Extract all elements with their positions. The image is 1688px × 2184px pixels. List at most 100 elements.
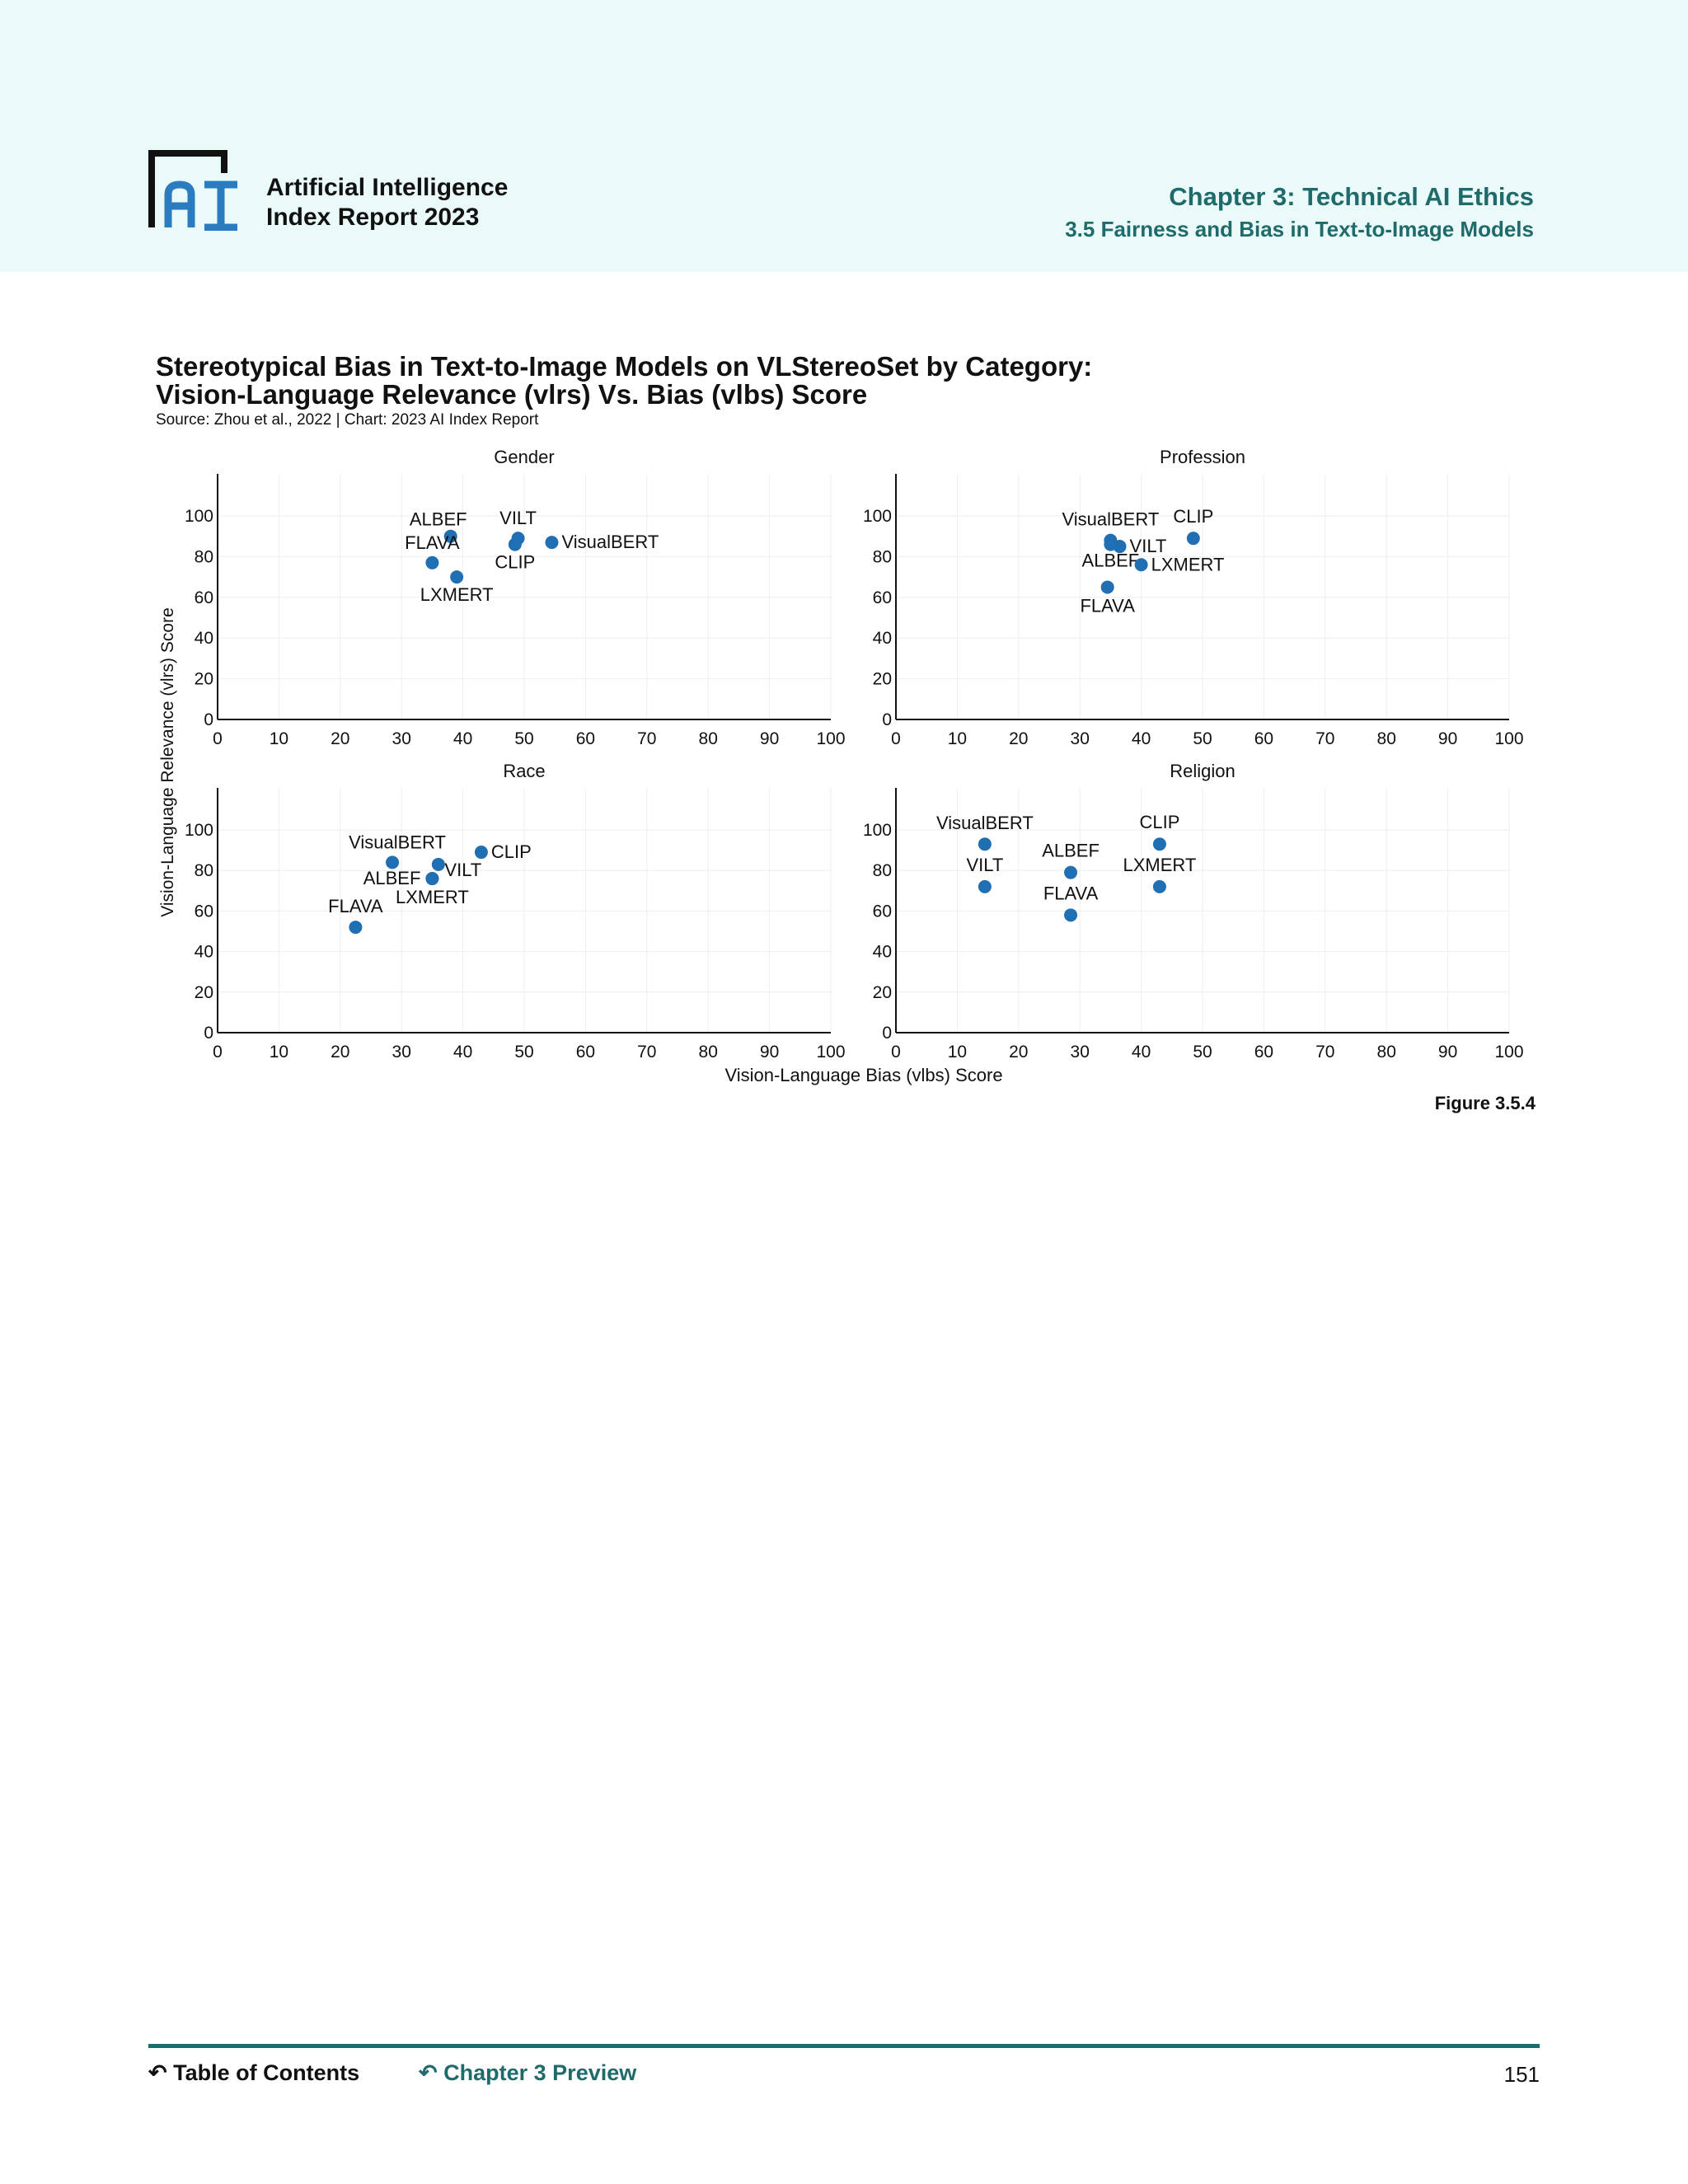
data-point [425, 872, 439, 886]
x-tick-label: 20 [331, 729, 349, 748]
x-tick-label: 90 [760, 729, 779, 748]
x-tick-label: 90 [1438, 1043, 1457, 1062]
y-tick-label: 60 [873, 902, 892, 921]
x-tick-label: 40 [453, 1043, 472, 1062]
chart-title-line1: Stereotypical Bias in Text-to-Image Mode… [156, 351, 1093, 382]
x-axis-title: Vision-Language Bias (vlbs) Score [724, 1065, 1002, 1085]
point-label: VILT [444, 860, 481, 880]
chapter-preview-link[interactable]: ↶ Chapter 3 Preview [419, 2060, 636, 2086]
data-point [1104, 537, 1118, 551]
x-tick-label: 0 [213, 729, 223, 748]
point-label: ALBEF [1082, 551, 1140, 571]
x-tick-label: 10 [948, 729, 967, 748]
chart-source: Source: Zhou et al., 2022 | Chart: 2023 … [156, 411, 539, 429]
x-tick-label: 60 [1254, 1043, 1273, 1062]
report-title-line2: Index Report 2023 [266, 204, 480, 231]
x-tick-label: 20 [1009, 729, 1028, 748]
x-tick-label: 10 [948, 1043, 967, 1062]
point-label: VisualBERT [349, 832, 446, 852]
point-label: LXMERT [396, 887, 469, 907]
data-point [450, 570, 464, 584]
point-label: VILT [1130, 536, 1167, 556]
x-tick-label: 100 [1494, 1043, 1523, 1062]
point-label: LXMERT [1123, 855, 1196, 875]
x-tick-label: 30 [1071, 1043, 1090, 1062]
x-tick-label: 0 [891, 729, 901, 748]
data-point [1152, 837, 1166, 851]
toc-label: Table of Contents [173, 2060, 360, 2085]
return-arrow-icon: ↶ [148, 2060, 167, 2085]
x-tick-label: 80 [1377, 1043, 1396, 1062]
return-arrow-icon: ↶ [419, 2060, 438, 2085]
y-tick-label: 40 [195, 629, 213, 648]
y-tick-label: 40 [873, 629, 892, 648]
section-title: 3.5 Fairness and Bias in Text-to-Image M… [1065, 217, 1534, 241]
x-tick-label: 0 [213, 1043, 223, 1062]
data-point [1064, 865, 1078, 879]
data-point [978, 837, 992, 851]
y-tick-label: 20 [873, 983, 892, 1002]
point-label: LXMERT [1151, 554, 1225, 574]
panel-title: Race [503, 761, 545, 781]
data-point [1064, 908, 1078, 922]
x-tick-label: 80 [699, 1043, 718, 1062]
x-tick-label: 80 [699, 729, 718, 748]
chart-title-line2: Vision-Language Relevance (vlrs) Vs. Bia… [156, 379, 868, 410]
data-point [1100, 580, 1114, 594]
x-tick-label: 30 [392, 1043, 411, 1062]
table-of-contents-link[interactable]: ↶ Table of Contents [148, 2060, 359, 2086]
y-tick-label: 100 [863, 507, 892, 526]
data-point [443, 529, 457, 543]
x-tick-label: 70 [637, 729, 656, 748]
point-label: ALBEF [363, 868, 421, 888]
y-tick-label: 60 [873, 588, 892, 607]
y-tick-label: 20 [873, 670, 892, 689]
y-tick-label: 0 [882, 710, 892, 729]
point-label: FLAVA [1080, 595, 1135, 616]
ai-index-logo [148, 150, 237, 231]
y-tick-label: 60 [195, 588, 213, 607]
y-tick-label: 0 [882, 1024, 892, 1043]
x-tick-label: 50 [514, 729, 533, 748]
report-title-line1: Artificial Intelligence [266, 174, 509, 201]
panel-title: Profession [1160, 447, 1245, 467]
point-label: VisualBERT [936, 813, 1034, 833]
point-label: CLIP [1173, 506, 1213, 527]
x-tick-label: 30 [1071, 729, 1090, 748]
report-title: Artificial Intelligence Index Report 202… [266, 173, 508, 232]
y-tick-label: 100 [185, 821, 213, 840]
data-point [474, 846, 488, 860]
y-tick-label: 0 [204, 710, 213, 729]
x-tick-label: 20 [331, 1043, 349, 1062]
point-label: CLIP [1139, 812, 1179, 832]
data-point [349, 921, 363, 935]
x-tick-label: 90 [1438, 729, 1457, 748]
y-tick-label: 80 [195, 547, 213, 566]
data-point [508, 537, 522, 551]
data-point [1134, 558, 1148, 572]
point-label: LXMERT [420, 584, 494, 605]
y-tick-label: 80 [873, 861, 892, 880]
x-tick-label: 60 [1254, 729, 1273, 748]
x-tick-label: 100 [816, 729, 845, 748]
y-tick-label: 40 [873, 943, 892, 962]
y-tick-label: 100 [185, 507, 213, 526]
preview-label: Chapter 3 Preview [443, 2060, 637, 2085]
x-tick-label: 0 [891, 1043, 901, 1062]
chapter-heading: Chapter 3: Technical AI Ethics 3.5 Fairn… [1065, 180, 1534, 244]
point-label: VisualBERT [561, 532, 659, 552]
x-tick-label: 50 [514, 1043, 533, 1062]
page-number: 151 [1503, 2062, 1540, 2087]
data-point [425, 555, 439, 569]
point-label: CLIP [491, 841, 532, 862]
x-tick-label: 100 [816, 1043, 845, 1062]
x-tick-label: 90 [760, 1043, 779, 1062]
x-tick-label: 60 [576, 1043, 595, 1062]
footer-divider [148, 2044, 1540, 2048]
panel-title: Religion [1170, 761, 1236, 781]
x-tick-label: 70 [637, 1043, 656, 1062]
y-tick-label: 20 [195, 670, 213, 689]
x-tick-label: 10 [270, 729, 288, 748]
x-tick-label: 70 [1315, 729, 1334, 748]
data-point [545, 536, 559, 550]
